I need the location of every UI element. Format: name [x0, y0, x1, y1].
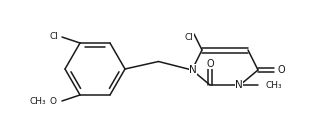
Text: O: O	[277, 65, 285, 75]
Text: N: N	[189, 65, 197, 75]
Text: O: O	[50, 97, 57, 107]
Text: O: O	[206, 59, 214, 69]
Text: N: N	[235, 80, 243, 90]
Text: CH₃: CH₃	[29, 97, 46, 107]
Text: Cl: Cl	[50, 31, 58, 41]
Text: CH₃: CH₃	[266, 80, 283, 90]
Text: Cl: Cl	[185, 33, 193, 42]
